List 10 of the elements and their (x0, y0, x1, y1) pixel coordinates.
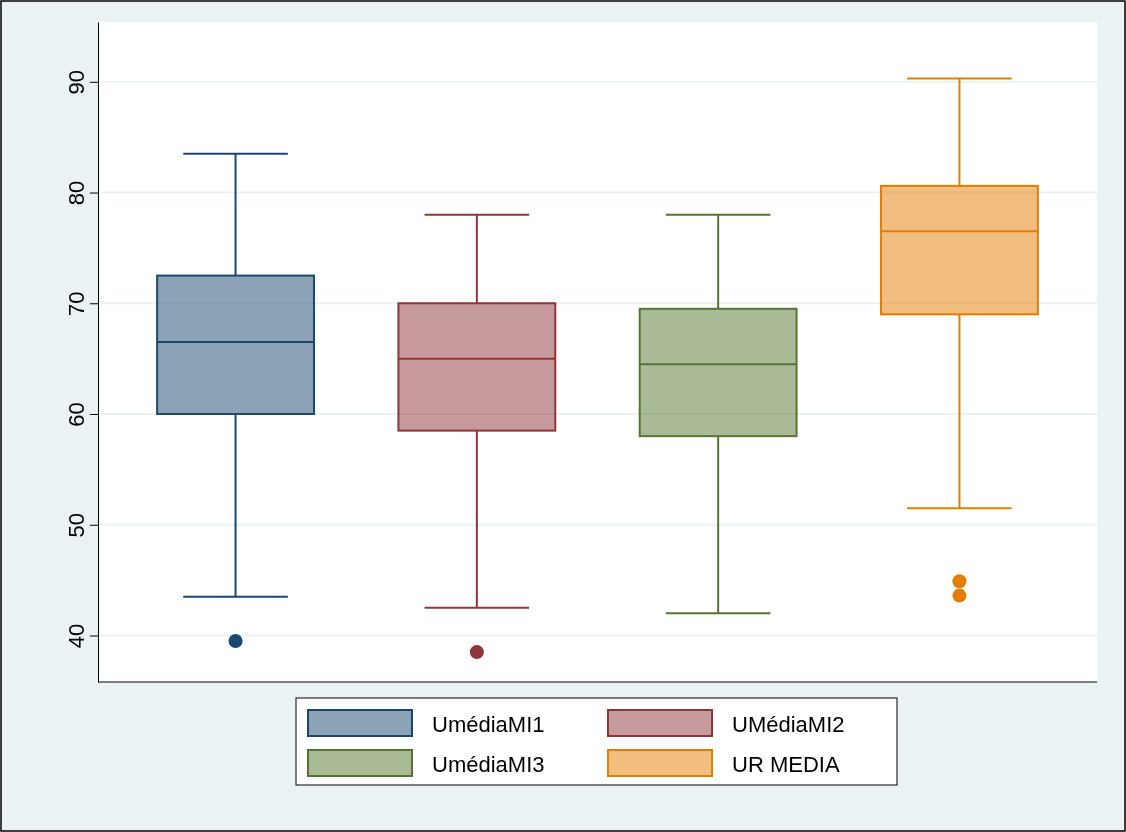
legend-label: UR MEDIA (732, 752, 840, 777)
y-tick-label: 80 (64, 180, 89, 206)
legend-label: UMédiaMI2 (732, 712, 845, 737)
y-tick-label: 90 (64, 70, 89, 95)
legend-label: UmédiaMI3 (432, 752, 545, 777)
legend-label: UmédiaMI1 (432, 712, 545, 737)
y-tick-label: 60 (64, 402, 89, 427)
y-tick-label: 70 (64, 291, 89, 317)
y-tick-label: 40 (64, 623, 89, 649)
y-tick-label: 50 (64, 513, 89, 538)
